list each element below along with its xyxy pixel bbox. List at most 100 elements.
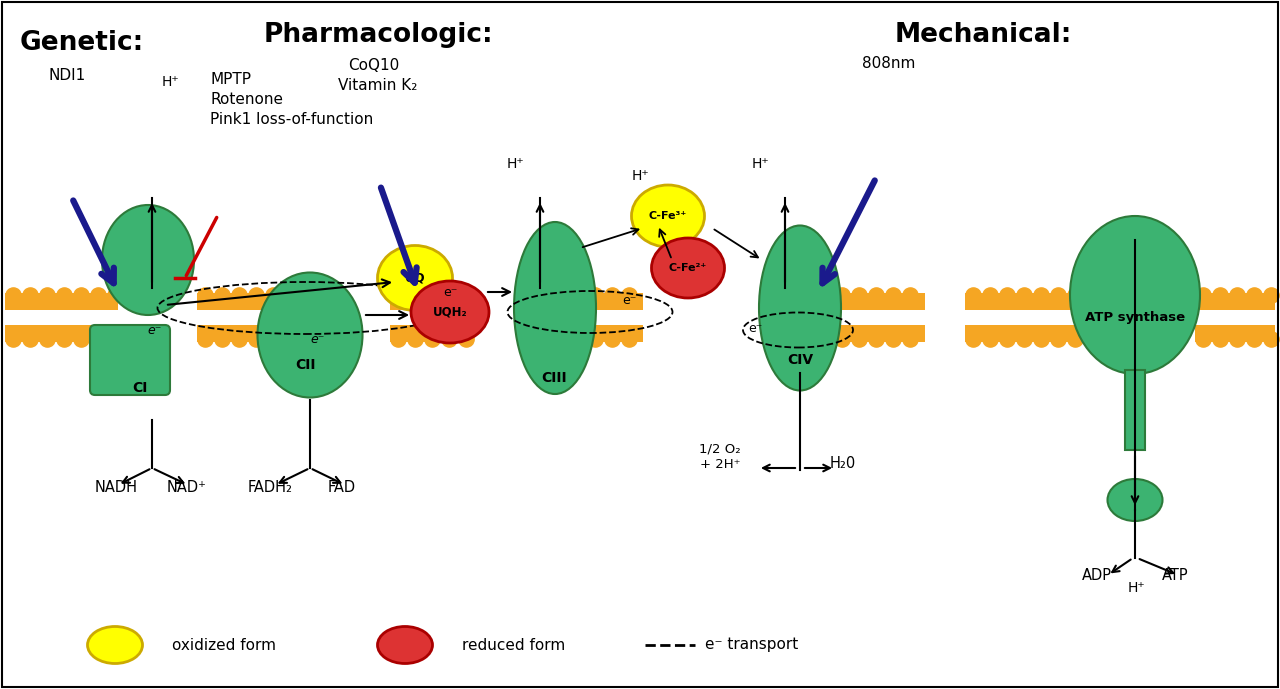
Circle shape (390, 332, 406, 347)
Circle shape (1051, 288, 1066, 303)
Circle shape (835, 332, 850, 347)
Circle shape (588, 332, 603, 347)
Ellipse shape (378, 245, 453, 311)
Bar (570, 293, 643, 342)
Circle shape (198, 288, 214, 303)
Circle shape (390, 288, 406, 303)
Circle shape (1247, 288, 1262, 303)
Circle shape (91, 288, 106, 303)
Text: Mechanical:: Mechanical: (895, 22, 1073, 48)
Circle shape (983, 332, 998, 347)
Circle shape (1051, 332, 1066, 347)
Bar (134, 335, 155, 390)
Circle shape (458, 288, 474, 303)
Text: Rotenone: Rotenone (210, 92, 283, 107)
Circle shape (869, 288, 884, 303)
Text: e⁻: e⁻ (443, 285, 457, 298)
Text: CoQ10: CoQ10 (348, 58, 399, 73)
Bar (1196, 310, 1275, 325)
Circle shape (317, 332, 332, 347)
Text: H⁺: H⁺ (753, 157, 769, 171)
Circle shape (1263, 332, 1279, 347)
Circle shape (408, 288, 424, 303)
Circle shape (108, 332, 123, 347)
Text: H⁺: H⁺ (163, 75, 179, 89)
Text: FAD: FAD (328, 480, 356, 495)
Bar (965, 310, 1080, 325)
Circle shape (869, 332, 884, 347)
Circle shape (1034, 332, 1050, 347)
Bar (1125, 370, 1146, 450)
Ellipse shape (1107, 479, 1162, 521)
Circle shape (966, 288, 982, 303)
Circle shape (442, 288, 457, 303)
Circle shape (801, 288, 817, 303)
Circle shape (1196, 332, 1211, 347)
Circle shape (852, 332, 867, 347)
Text: e⁻: e⁻ (748, 322, 762, 334)
Ellipse shape (257, 273, 362, 398)
Circle shape (1263, 288, 1279, 303)
Circle shape (198, 332, 214, 347)
Ellipse shape (378, 626, 433, 664)
Circle shape (6, 288, 22, 303)
Circle shape (801, 332, 817, 347)
Circle shape (56, 332, 72, 347)
Text: Pharmacologic:: Pharmacologic: (264, 22, 493, 48)
Text: e⁻: e⁻ (147, 324, 163, 336)
Text: e⁻: e⁻ (311, 333, 325, 347)
Text: MPTP: MPTP (210, 72, 251, 87)
Circle shape (1000, 288, 1015, 303)
Circle shape (1016, 332, 1032, 347)
Circle shape (886, 332, 901, 347)
Circle shape (300, 332, 315, 347)
Bar (800, 293, 925, 342)
Text: e⁻ transport: e⁻ transport (705, 637, 799, 652)
Bar (570, 310, 643, 325)
Circle shape (588, 288, 603, 303)
Circle shape (23, 332, 38, 347)
Circle shape (91, 332, 106, 347)
Circle shape (1230, 288, 1245, 303)
Circle shape (458, 332, 474, 347)
Bar (197, 293, 332, 342)
Bar (1196, 293, 1275, 342)
Text: Vitamin K₂: Vitamin K₂ (338, 78, 417, 93)
Circle shape (1000, 332, 1015, 347)
Ellipse shape (515, 222, 596, 394)
Text: C-Fe³⁺: C-Fe³⁺ (649, 211, 687, 221)
Text: reduced form: reduced form (462, 637, 566, 652)
Text: CII: CII (294, 358, 315, 372)
Circle shape (108, 288, 123, 303)
Text: CIII: CIII (541, 371, 567, 385)
Circle shape (215, 288, 230, 303)
Text: C-Fe²⁺: C-Fe²⁺ (669, 263, 707, 273)
Circle shape (1213, 288, 1228, 303)
Circle shape (74, 288, 90, 303)
Bar (800, 310, 925, 325)
Circle shape (317, 288, 332, 303)
Circle shape (571, 288, 586, 303)
FancyBboxPatch shape (90, 325, 170, 395)
Circle shape (1247, 332, 1262, 347)
Circle shape (818, 332, 833, 347)
Circle shape (818, 288, 833, 303)
Text: UQH₂: UQH₂ (433, 305, 467, 318)
Circle shape (300, 288, 315, 303)
Circle shape (266, 288, 282, 303)
Circle shape (40, 288, 55, 303)
Ellipse shape (1070, 216, 1201, 374)
Circle shape (1034, 288, 1050, 303)
Circle shape (1230, 332, 1245, 347)
Circle shape (40, 332, 55, 347)
Ellipse shape (102, 205, 195, 315)
Circle shape (835, 288, 850, 303)
Text: NDI1: NDI1 (49, 68, 86, 83)
Circle shape (232, 332, 247, 347)
Text: ATP: ATP (1162, 568, 1189, 583)
Text: 1/2 O₂
+ 2H⁺: 1/2 O₂ + 2H⁺ (699, 443, 741, 471)
Text: H⁺: H⁺ (1128, 581, 1146, 595)
Circle shape (983, 288, 998, 303)
Text: oxidized form: oxidized form (172, 637, 276, 652)
Circle shape (605, 332, 620, 347)
